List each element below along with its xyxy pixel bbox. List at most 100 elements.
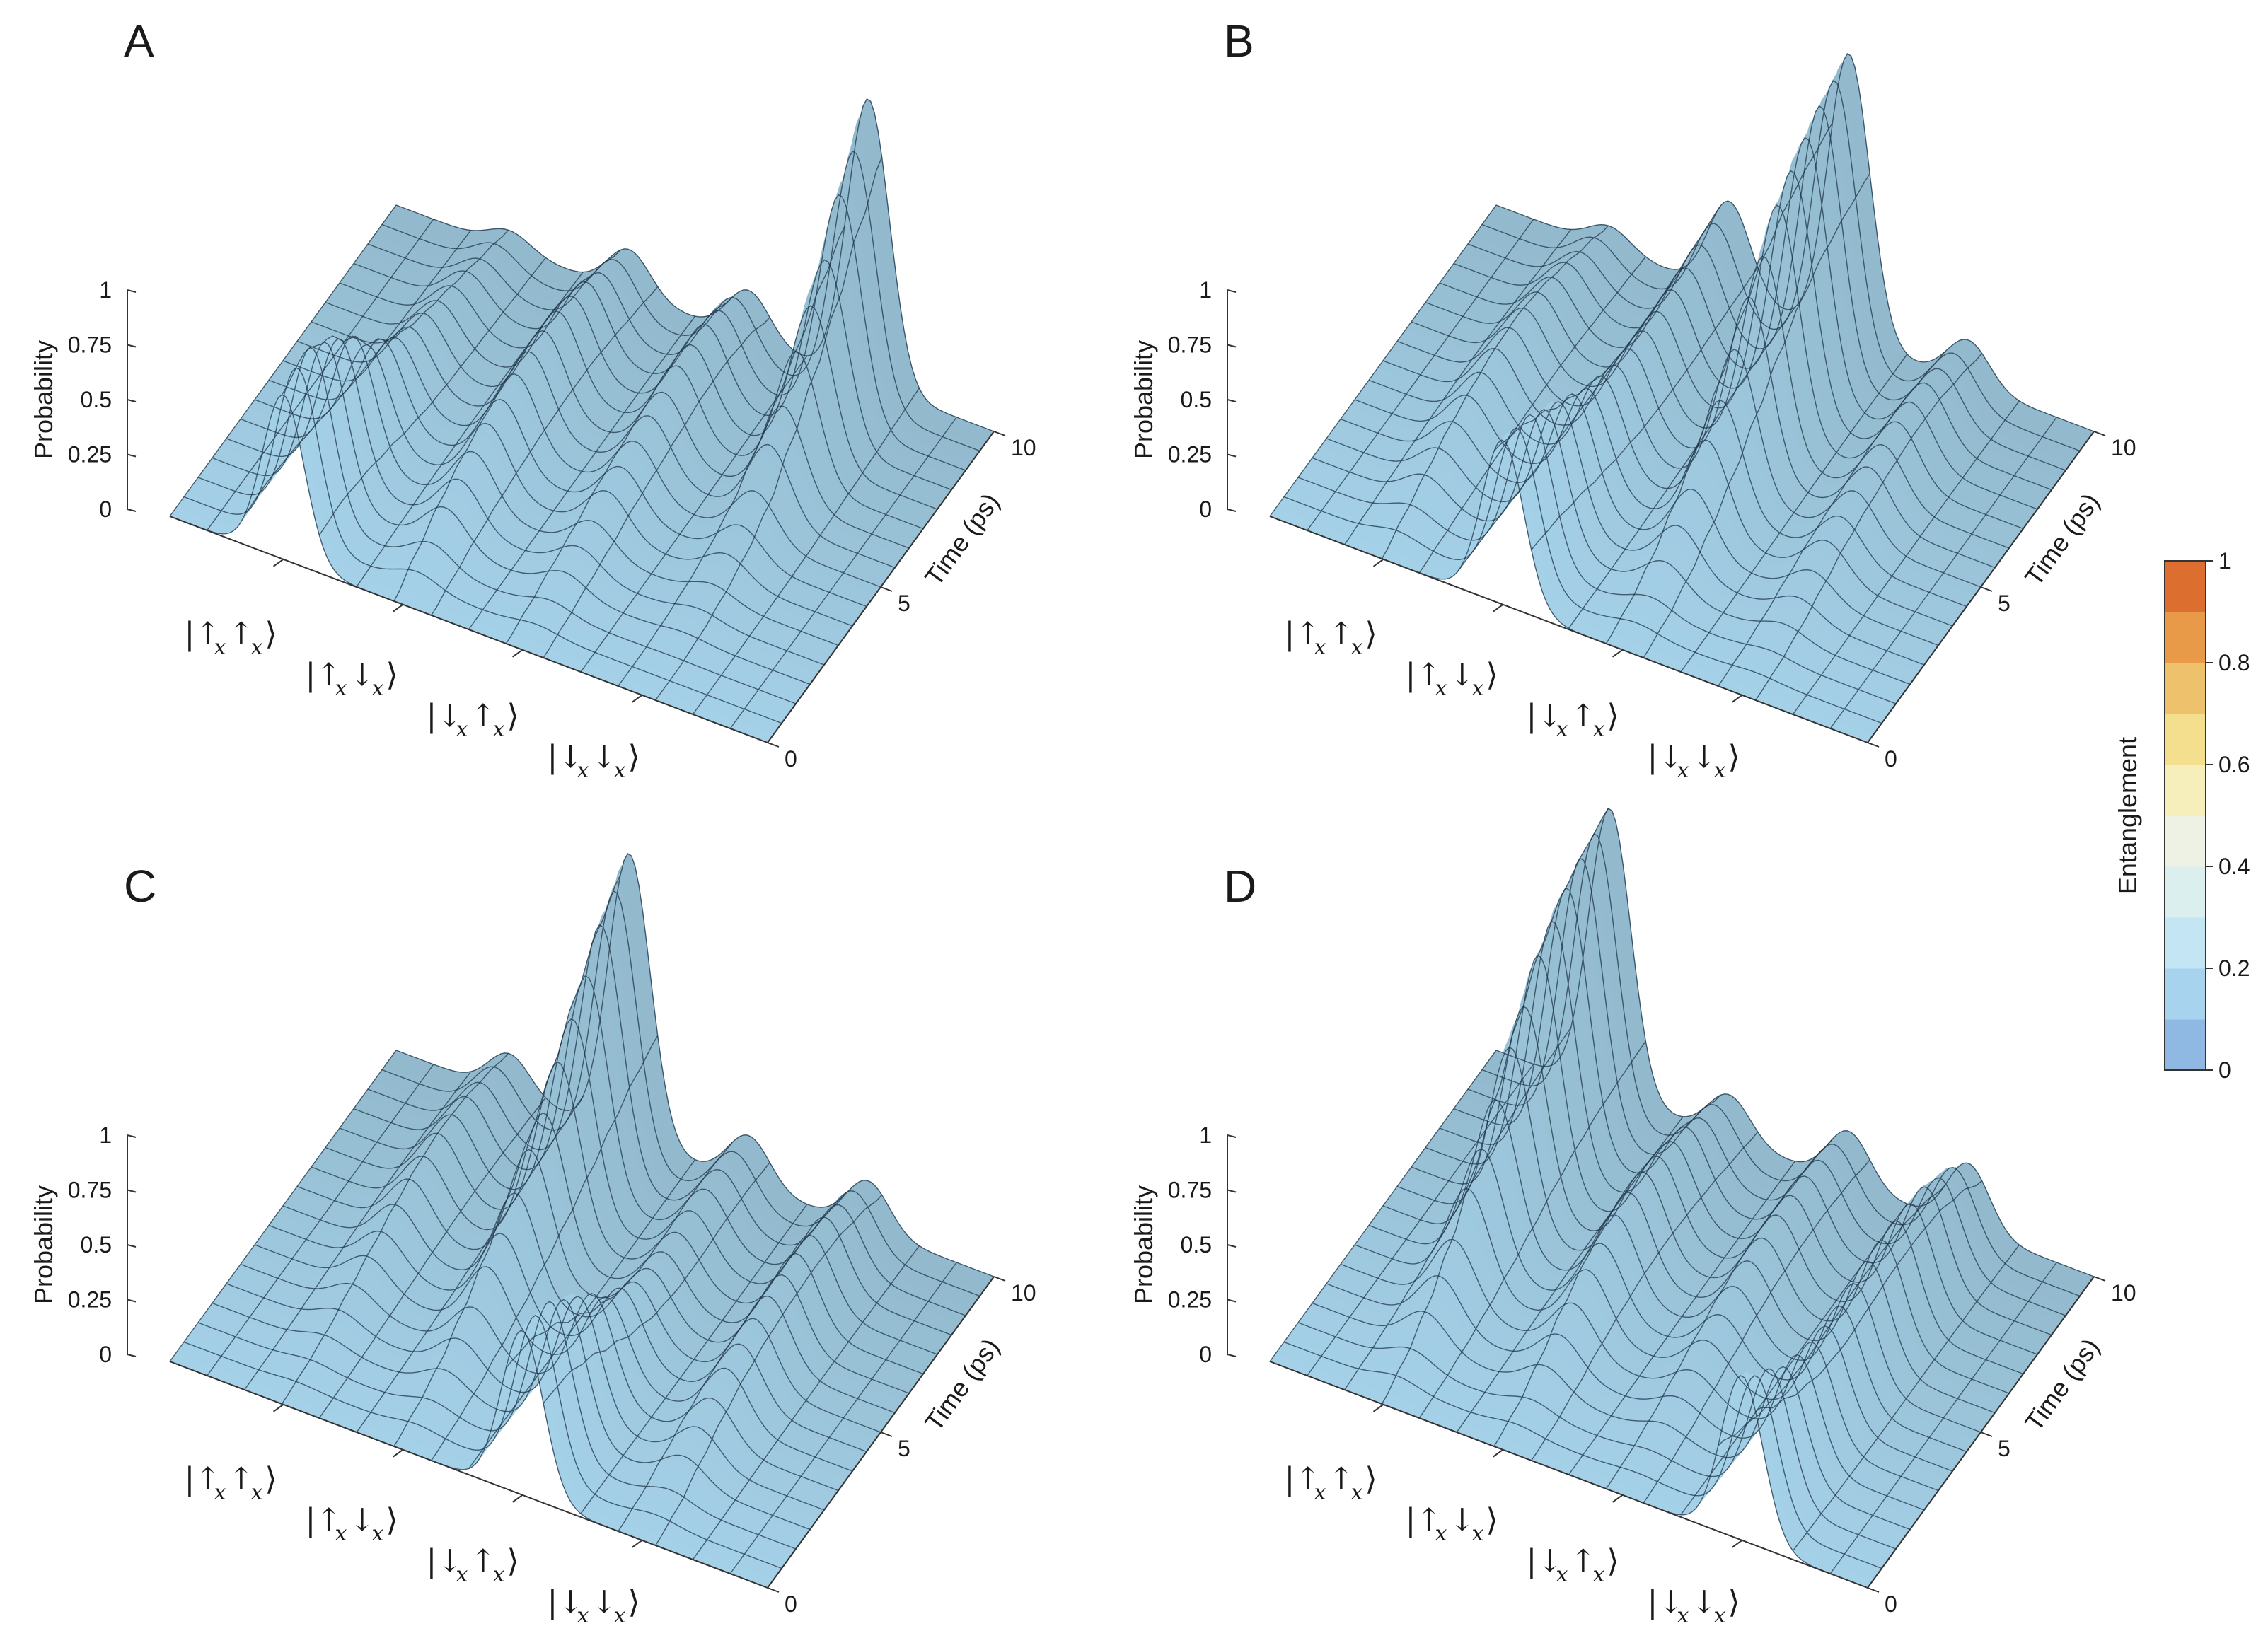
svg-text:⟩: ⟩ xyxy=(265,616,277,652)
z-tick-label: 0.75 xyxy=(68,1178,112,1203)
svg-text:x: x xyxy=(614,1603,626,1626)
mesh-state-line xyxy=(729,417,957,729)
x-category-label: |↑x↑x⟩|↑x ↑x ⟩ xyxy=(1285,616,1377,660)
svg-text:↓: ↓ xyxy=(349,1502,376,1538)
colorbar: 0 0.2 0.4 0.6 0.8 1 Entanglement xyxy=(2113,548,2250,1083)
svg-text:|↑: |↑ xyxy=(1285,616,1321,652)
mesh-state-line xyxy=(618,226,845,687)
svg-text:↓: ↓ xyxy=(1450,657,1476,693)
time-tick-mark xyxy=(880,1432,893,1437)
mesh-state-line xyxy=(1381,808,1609,1405)
mesh-state-line xyxy=(580,355,808,673)
svg-text:⟩: ⟩ xyxy=(1365,616,1377,652)
z-axis-title: Probability xyxy=(1129,1185,1158,1304)
mesh-state-line xyxy=(1344,229,1572,545)
svg-text:|↑: |↑ xyxy=(1406,1502,1442,1538)
mesh-state-line xyxy=(393,875,621,1447)
svg-text:↓: ↓ xyxy=(1691,739,1718,775)
mesh-state-line xyxy=(1269,1050,1497,1362)
x-tick-mark xyxy=(1612,1494,1624,1503)
svg-text:↓: ↓ xyxy=(1450,1502,1476,1538)
mesh-state-line xyxy=(1456,267,1684,574)
panel-label: A xyxy=(124,16,154,66)
svg-text:⟩: ⟩ xyxy=(1728,1584,1740,1620)
mesh-state-line xyxy=(468,1159,696,1469)
svg-text:x: x xyxy=(1314,635,1326,660)
svg-text:⟩: ⟩ xyxy=(1728,739,1740,775)
probability-surface xyxy=(1269,53,2095,743)
z-axis-title: Probability xyxy=(1129,340,1158,459)
z-tick-label: 0.25 xyxy=(1168,1287,1212,1313)
x-tick-mark xyxy=(1612,649,1624,658)
x-tick-mark xyxy=(1731,694,1743,703)
z-tick-mark xyxy=(1227,289,1237,293)
svg-text:x: x xyxy=(577,1603,589,1626)
time-tick-mark xyxy=(1980,586,1993,592)
mesh-state-line xyxy=(1531,267,1759,550)
x-category-label: |↑x↓x⟩|↑x ↓x ⟩ xyxy=(306,657,398,701)
mesh-state-line xyxy=(1718,352,1945,687)
svg-text:↑: ↑ xyxy=(1570,1543,1597,1579)
mesh-state-line xyxy=(1643,173,1870,658)
mesh-state-line xyxy=(1680,354,1908,673)
svg-text:x: x xyxy=(1351,1480,1363,1505)
z-tick-label: 0.25 xyxy=(68,442,112,468)
svg-text:|↓: |↓ xyxy=(1527,698,1563,734)
time-tick-mark xyxy=(767,742,780,748)
colorbar-band xyxy=(2165,612,2206,663)
svg-text:|↓: |↓ xyxy=(1648,1584,1684,1620)
svg-text:↓: ↓ xyxy=(591,1584,618,1620)
x-axis-line xyxy=(169,516,768,743)
mesh-state-line xyxy=(1493,205,1721,452)
z-tick-label: 0.25 xyxy=(1168,442,1212,468)
x-category-label: |↑x↓x⟩|↑x ↓x ⟩ xyxy=(306,1502,398,1546)
svg-text:x: x xyxy=(1472,1521,1484,1546)
probability-surface xyxy=(1269,808,2095,1589)
svg-text:x: x xyxy=(1351,635,1363,660)
mesh-state-line xyxy=(244,1071,472,1390)
z-tick-label: 0.75 xyxy=(1168,332,1212,358)
x-axis-line xyxy=(1269,1361,1868,1589)
svg-text:|↑: |↑ xyxy=(1406,657,1442,693)
time-tick-label: 5 xyxy=(1998,591,2010,616)
time-tick-mark xyxy=(1980,1432,1993,1437)
svg-text:x: x xyxy=(614,758,626,783)
svg-text:|↓: |↓ xyxy=(1648,739,1684,775)
time-tick-mark xyxy=(993,431,1006,436)
time-tick-label: 0 xyxy=(785,746,797,772)
x-tick-mark xyxy=(1492,1448,1504,1458)
panel-label: B xyxy=(1224,16,1254,66)
mesh-state-line xyxy=(505,1142,733,1369)
z-tick-label: 0.5 xyxy=(1181,387,1212,412)
svg-text:x: x xyxy=(1677,758,1689,783)
colorbar-tick-label: 0.8 xyxy=(2218,650,2250,675)
mesh-state-line xyxy=(356,1096,584,1433)
colorbar-tick-label: 0.6 xyxy=(2218,752,2250,777)
mesh-state-line xyxy=(318,257,546,535)
mesh-state-line xyxy=(1381,225,1609,559)
colorbar-tick-label: 0 xyxy=(2218,1057,2231,1083)
svg-text:x: x xyxy=(214,1480,226,1505)
z-tick-mark xyxy=(127,1299,137,1303)
svg-text:|↑: |↑ xyxy=(306,1502,342,1538)
x-category-label: |↑x↑x⟩|↑x ↑x ⟩ xyxy=(1285,1461,1377,1505)
mesh-state-line xyxy=(655,1195,883,1546)
probability-surface xyxy=(169,98,995,743)
mesh-state-line xyxy=(1568,306,1796,629)
mesh-state-line xyxy=(692,388,920,715)
mesh-state-line xyxy=(169,204,397,517)
svg-text:⟩: ⟩ xyxy=(628,739,640,775)
colorbar-band xyxy=(2165,765,2206,816)
svg-text:↑: ↑ xyxy=(228,1461,255,1497)
z-tick-mark xyxy=(127,1189,137,1193)
x-axis-line xyxy=(1269,516,1868,743)
x-category-label: |↓x↓x⟩|↓x ↓x ⟩ xyxy=(1648,1584,1740,1626)
colorbar-band xyxy=(2165,917,2206,969)
mesh-state-line xyxy=(1418,1040,1646,1419)
mesh-state-line xyxy=(580,1204,808,1514)
z-tick-label: 1 xyxy=(99,1122,112,1148)
time-tick-mark xyxy=(993,1276,1006,1282)
